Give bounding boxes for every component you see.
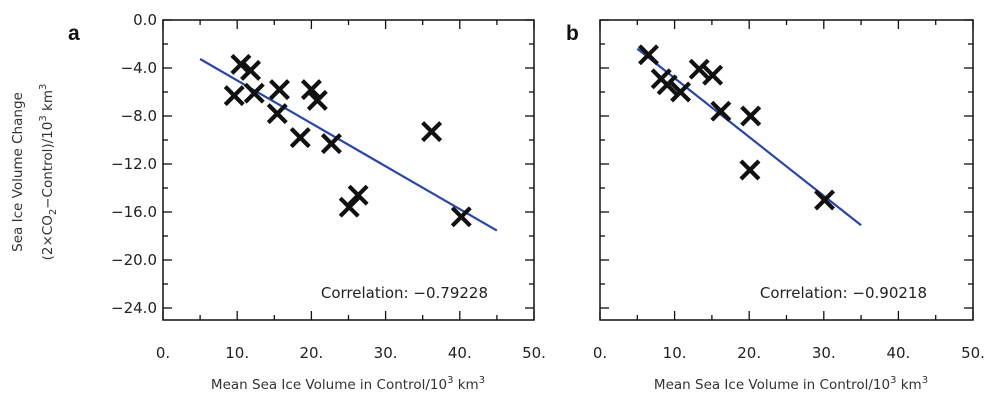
data-point-stroke [670, 81, 692, 103]
x-tick-label: 40. [448, 344, 472, 362]
correlation-text: Correlation: −0.90218 [760, 284, 927, 302]
data-point-stroke [243, 82, 265, 104]
data-point [638, 44, 659, 66]
data-point-stroke [269, 79, 290, 101]
data-point [306, 89, 328, 111]
x-tick-label: 0. [593, 344, 607, 362]
x-tick-label: 50. [522, 344, 546, 362]
data-point [710, 100, 732, 122]
y-tick-label: 0.0 [133, 11, 157, 29]
data-point-stroke [320, 133, 342, 155]
data-point-stroke [688, 58, 710, 80]
x-tick-label: 50. [961, 344, 985, 362]
data-point [223, 85, 245, 107]
x-axis-title-b: Mean Sea Ice Volume in Control/103 km3 [654, 375, 928, 393]
y-axis-title-line1: Sea Ice Volume Change [10, 92, 26, 252]
data-point [688, 58, 710, 80]
x-tick-label: 20. [737, 344, 761, 362]
panel-label: b [566, 22, 579, 45]
data-point [740, 105, 762, 127]
y-tick-label: −20.0 [111, 251, 157, 269]
data-point [320, 133, 342, 155]
data-point [739, 159, 761, 181]
data-point-stroke [638, 44, 659, 66]
panel-label: a [68, 22, 80, 45]
data-point-stroke [450, 206, 472, 228]
data-point [300, 79, 322, 101]
data-point-stroke [656, 74, 678, 96]
correlation-text: Correlation: −0.79228 [321, 284, 488, 302]
data-point-stroke [223, 85, 245, 107]
y-tick-label: −24.0 [111, 299, 157, 317]
y-axis-title: Sea Ice Volume Change [10, 92, 26, 252]
data-point-stroke [338, 196, 360, 218]
panel-b: 0. 10. 20. 30. 40. 50. b Correlation: −0.90218 [566, 19, 985, 362]
data-point-stroke [266, 103, 288, 125]
data-point-stroke [421, 121, 443, 143]
x-tick-label: 20. [299, 344, 323, 362]
data-point-stroke [347, 184, 369, 206]
data-point-stroke [230, 53, 252, 75]
y-axis-title-2: (2×CO2−Control)/103 km3 [38, 84, 59, 261]
x-axis-title-a: Mean Sea Ice Volume in Control/103 km3 [211, 375, 485, 393]
data-point [269, 79, 290, 101]
x-tick-label: 40. [886, 344, 910, 362]
y-tick-label: −8.0 [121, 107, 157, 125]
x-tick-label: 10. [225, 344, 249, 362]
data-point [338, 196, 360, 218]
data-point [450, 206, 472, 228]
data-point [670, 81, 692, 103]
data-point [814, 189, 836, 211]
data-point-stroke [240, 59, 262, 81]
panel-a: 0. 10. 20. 30. 40. 50. 0.0 −4.0 −8.0 −12.0 −16.0 −2… [68, 11, 546, 362]
data-point-stroke [814, 189, 836, 211]
data-point [230, 53, 252, 75]
data-point [266, 103, 288, 125]
x-tick-label: 30. [812, 344, 836, 362]
y-tick-label: −16.0 [111, 203, 157, 221]
y-tick-label: −12.0 [111, 155, 157, 173]
x-tick-label: 30. [374, 344, 398, 362]
data-point-stroke [739, 159, 761, 181]
data-point [289, 127, 311, 149]
data-point-stroke [702, 64, 724, 86]
x-tick-label: 10. [663, 344, 687, 362]
data-point [243, 82, 265, 104]
plot-frame [162, 19, 535, 321]
y-tick-label: −4.0 [121, 59, 157, 77]
data-point-stroke [289, 127, 311, 149]
data-point [347, 184, 369, 206]
data-point [702, 64, 724, 86]
data-point-stroke [306, 89, 328, 111]
data-point [421, 121, 443, 143]
x-tick-label: 0. [156, 344, 170, 362]
data-point-stroke [740, 105, 762, 127]
data-point [240, 59, 262, 81]
data-point-stroke [300, 79, 322, 101]
y-axis-title-line2: (2×CO2−Control)/103 km3 [38, 84, 59, 261]
data-point [656, 74, 678, 96]
data-point-stroke [710, 100, 732, 122]
